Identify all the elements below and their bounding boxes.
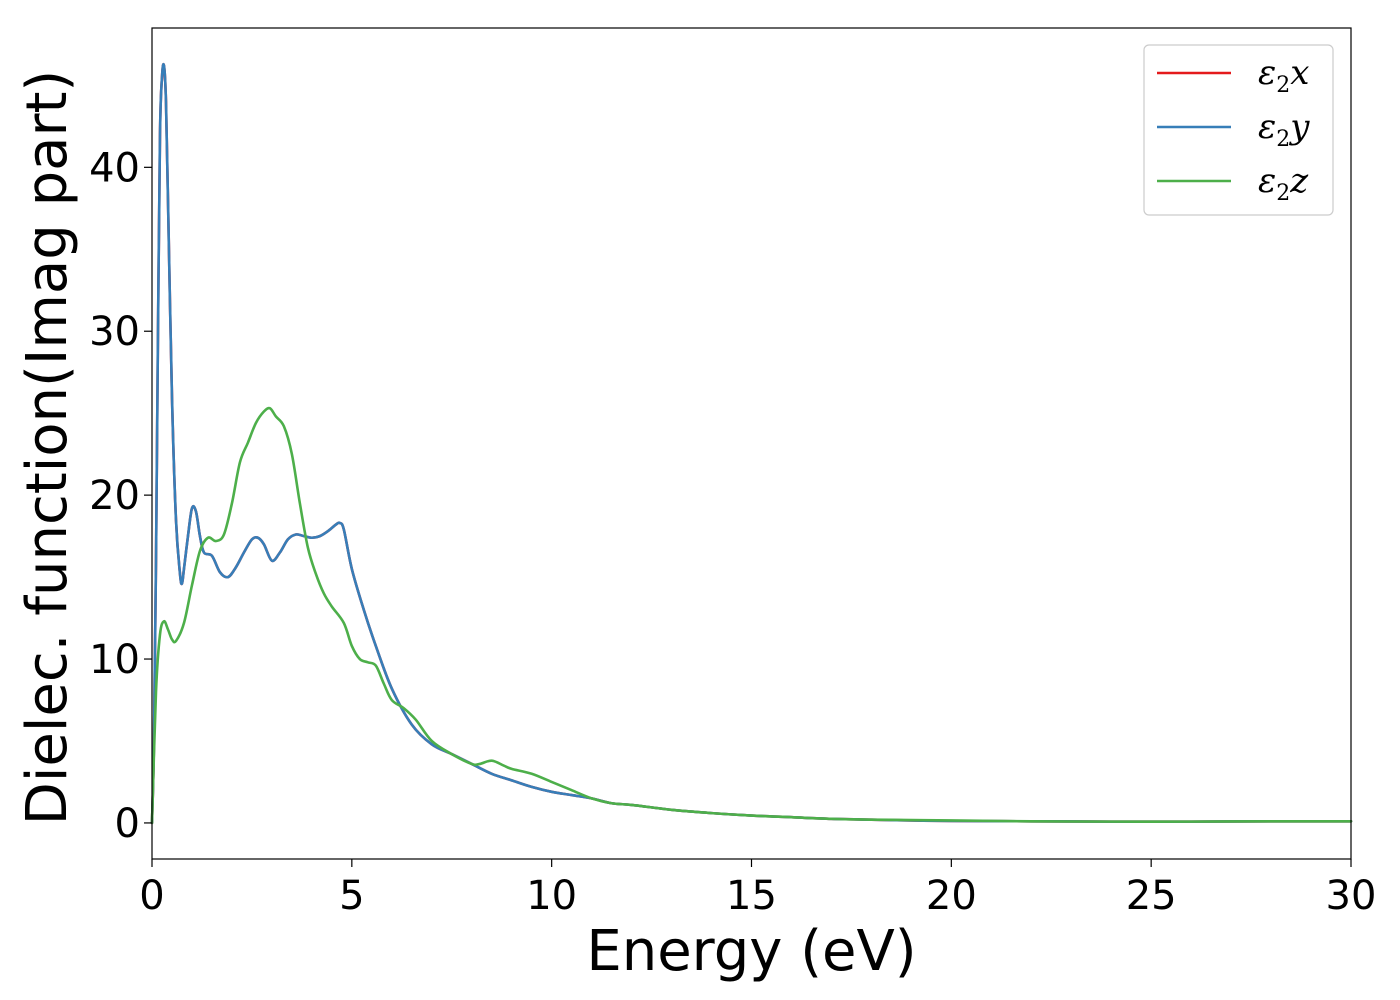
x-tick-label: 30 — [1326, 873, 1377, 919]
legend: ε2x ε2y ε2z — [1143, 44, 1334, 216]
x-tick-label: 25 — [1126, 873, 1177, 919]
series-line-z — [150, 406, 1353, 825]
y-tick-label: 20 — [89, 473, 140, 519]
y-axis-title: Dielec. function(Imag part) — [15, 70, 80, 826]
y-tick-label: 30 — [89, 309, 140, 355]
x-tick-label: 10 — [526, 873, 577, 919]
x-tick-label: 15 — [726, 873, 777, 919]
x-tick-label: 20 — [926, 873, 977, 919]
legend-box — [1143, 44, 1334, 216]
ticks-layer: 0 5 10 15 20 25 30 0 10 20 30 40 — [89, 145, 1376, 919]
series-layer — [150, 62, 1353, 825]
y-tick-label: 40 — [89, 145, 140, 191]
x-tick-label: 5 — [339, 873, 364, 919]
y-tick-label: 10 — [89, 637, 140, 683]
x-axis-title: Energy (eV) — [586, 919, 916, 984]
legend-label-y: ε2y — [1258, 107, 1310, 152]
x-tick-label: 0 — [139, 873, 164, 919]
y-tick-label: 0 — [115, 801, 140, 847]
legend-label-x: ε2x — [1258, 53, 1309, 98]
legend-label-z: ε2z — [1258, 161, 1309, 206]
